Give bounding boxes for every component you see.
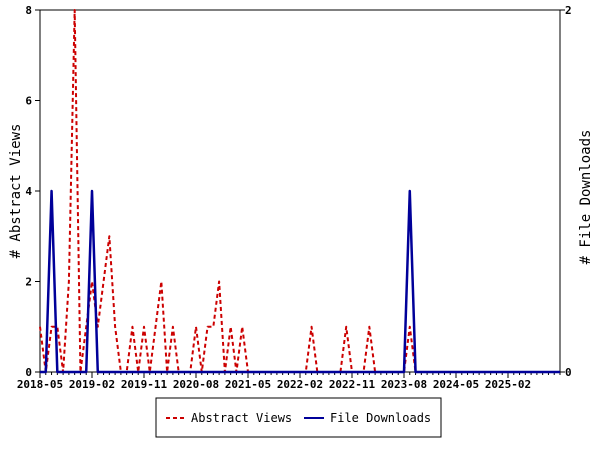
x-tick-label: 2022-02 bbox=[277, 378, 323, 391]
x-axis: 2018-05 2019-02 2019-11 2020-08 2021-05 2022-… bbox=[17, 372, 561, 391]
legend-label-file-downloads: File Downloads bbox=[330, 411, 431, 425]
x-tick-label: 2020-08 bbox=[173, 378, 219, 391]
y-left-tick-label: 6 bbox=[25, 95, 32, 108]
x-tick-label: 2022-11 bbox=[329, 378, 376, 391]
y-right-tick-label: 2 bbox=[565, 4, 572, 17]
y-right-tick-label: 0 bbox=[565, 366, 572, 379]
series-layer bbox=[39, 9, 560, 374]
x-tick-label: 2018-05 bbox=[17, 378, 63, 391]
y-left-tick-label: 4 bbox=[25, 185, 32, 198]
y-left-tick-label: 2 bbox=[25, 276, 32, 289]
right-axis: 02 bbox=[560, 4, 572, 379]
y-left-tick-label: 8 bbox=[25, 4, 32, 17]
x-tick-label: 2023-08 bbox=[381, 378, 427, 391]
x-tick-label: 2025-02 bbox=[485, 378, 531, 391]
y-left-axis-title: # Abstract Views bbox=[8, 124, 24, 259]
x-tick-label: 2019-02 bbox=[69, 378, 115, 391]
y-right-axis-title: # File Downloads bbox=[578, 130, 594, 265]
x-tick-label: 2024-05 bbox=[433, 378, 479, 391]
y-left-tick-label: 0 bbox=[25, 366, 32, 379]
plot-frame bbox=[39, 9, 561, 373]
x-tick-label: 2019-11 bbox=[121, 378, 168, 391]
legend: Abstract Views File Downloads bbox=[155, 397, 442, 438]
series-line-file-downloads bbox=[40, 189, 560, 374]
legend-box bbox=[155, 397, 442, 438]
left-axis: 0 2 4 6 8 bbox=[25, 4, 40, 379]
x-tick-label: 2021-05 bbox=[225, 378, 271, 391]
legend-label-abstract-views: Abstract Views bbox=[191, 411, 292, 425]
